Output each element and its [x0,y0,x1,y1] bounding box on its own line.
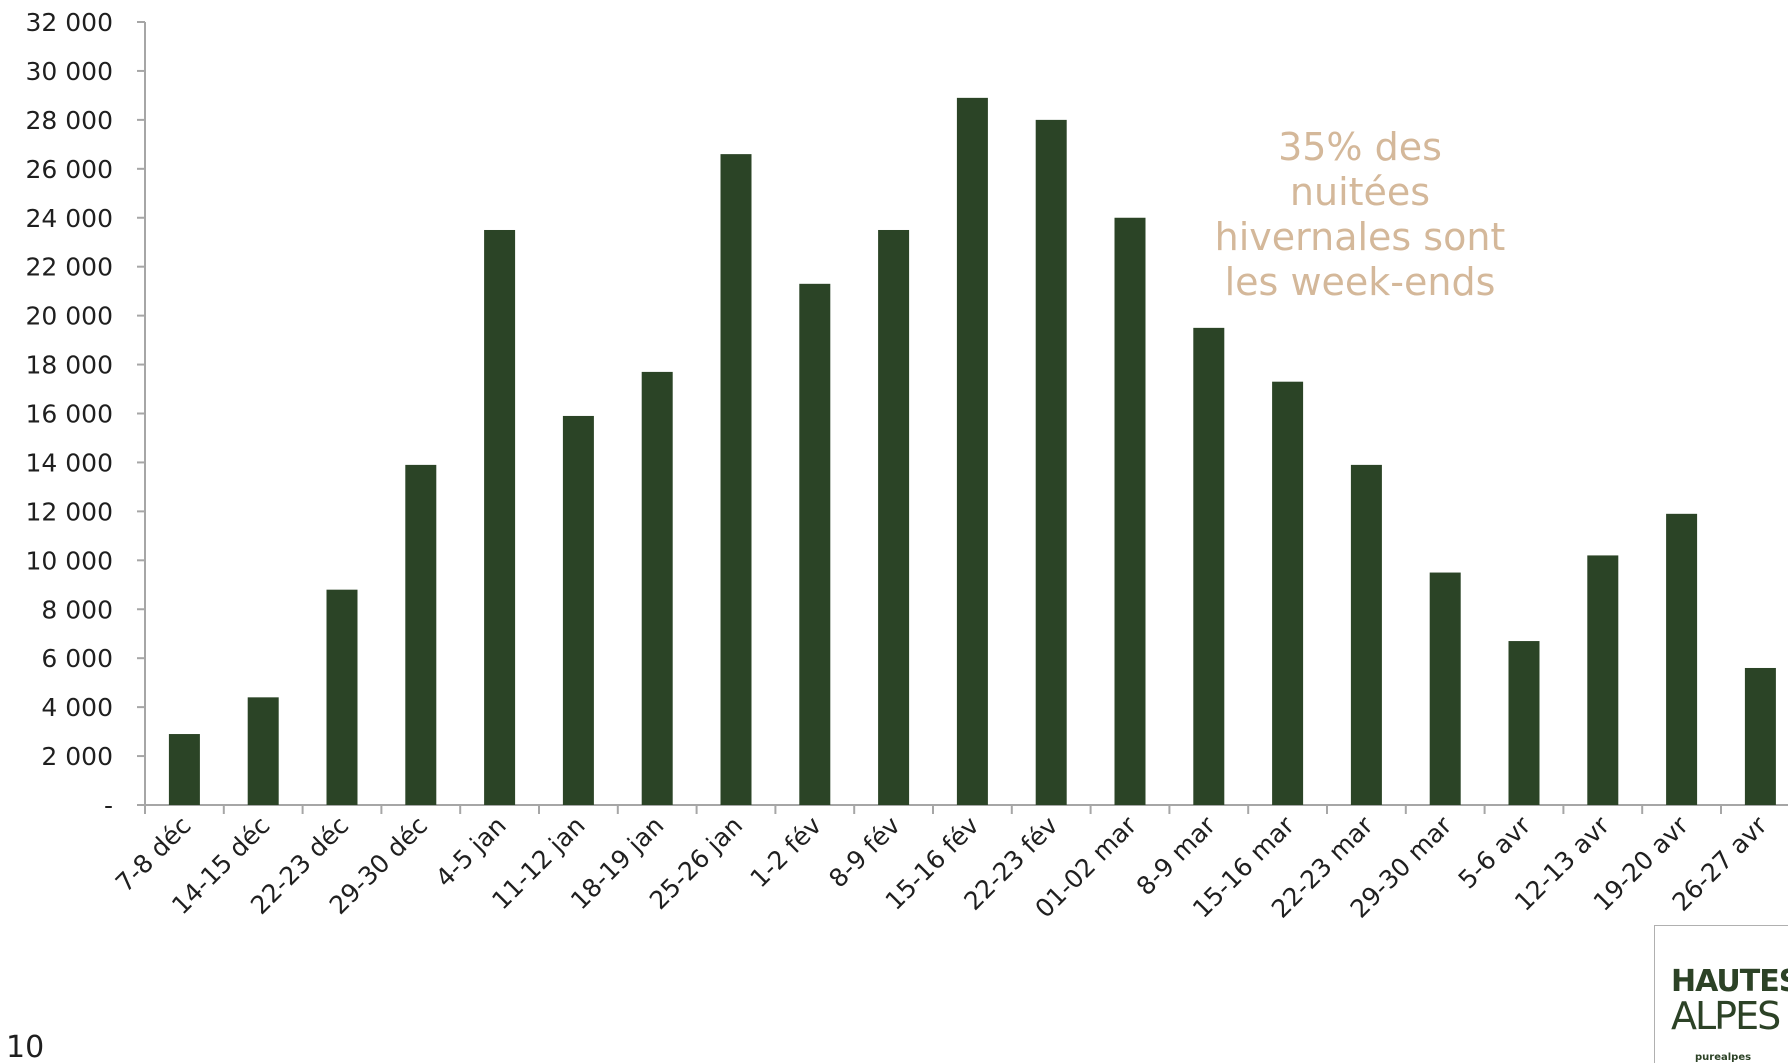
bar [1350,464,1382,805]
bar [484,229,516,805]
y-tick-label: 18 000 [26,351,113,380]
page-number: 10 [6,1030,45,1063]
bar [1587,555,1619,805]
bar [1272,381,1304,805]
bar [799,283,831,805]
bar [562,415,594,805]
y-tick-label: 22 000 [26,253,113,282]
bar [1744,667,1776,805]
y-tick-label: 14 000 [26,448,113,477]
bars [168,97,1776,806]
y-tick-label: 12 000 [26,497,113,526]
bar [641,371,673,805]
bar [1508,641,1540,805]
bar [405,464,437,805]
y-axis: - 2 000 4 000 6 000 8 000 10 000 12 000 14 000 1… [26,8,146,820]
y-tick-label: - [104,791,113,820]
y-tick-label: 24 000 [26,204,113,233]
y-tick-label: 10 000 [26,546,113,575]
bar [1035,119,1067,805]
y-tick-label: 16 000 [26,400,113,429]
logo-line2: ALPES [1671,994,1781,1038]
hautes-alpes-logo: HAUTES ALPES purealpes [1654,925,1788,1063]
bar [1429,572,1461,805]
y-tick-label: 32 000 [26,8,113,37]
y-tick-label: 30 000 [26,57,113,86]
bar [1114,217,1146,805]
bar [1193,327,1225,805]
y-tick-label: 20 000 [26,302,113,331]
x-tick-label: 1-2 fév [744,811,827,894]
bar [326,589,358,805]
y-tick-label: 6 000 [41,644,113,673]
logo-sub: purealpes [1695,1052,1752,1063]
y-tick-label: 28 000 [26,106,113,135]
bar [247,697,279,805]
chart-annotation: 35% des nuitées hivernales sont les week… [1214,125,1506,304]
y-tick-label: 4 000 [41,693,113,722]
y-tick-label: 26 000 [26,155,113,184]
y-tick-label: 8 000 [41,595,113,624]
bar [1666,513,1698,805]
logo-line1: HAUTES [1671,964,1788,999]
bar [878,229,910,805]
bar [956,97,988,805]
bar [720,154,752,806]
bar [168,734,200,805]
y-tick-label: 2 000 [41,742,113,771]
